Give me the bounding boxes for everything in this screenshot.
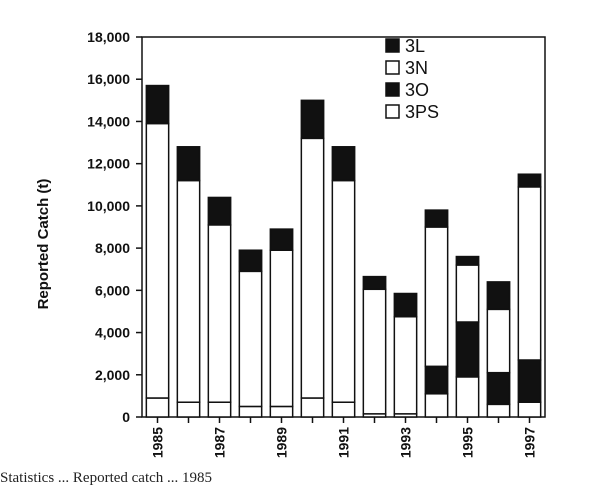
stacked-bar-chart: 0 2,000 4,000 6,000 8,000 10,000 12,000 14,000 1…	[35, 29, 546, 458]
bar-segment-3ps-1987	[207, 401, 232, 418]
y-tick-label: 10,000	[87, 198, 130, 214]
bar-segment-3n-1996	[486, 308, 511, 374]
legend-label-3o: 3O	[405, 80, 429, 100]
bar-segment-3o-1996	[486, 371, 511, 406]
bar-segment-3l-1988	[238, 249, 263, 273]
x-axis: 1985 1987 1989 1991 1993 1995 1997	[150, 417, 538, 458]
bar-segment-3ps-1985	[145, 397, 170, 418]
bar-segment-3n-1988	[238, 270, 263, 408]
y-tick-label: 8,000	[95, 240, 130, 256]
x-tick-label: 1987	[212, 427, 228, 458]
bar-segment-3o-1997	[517, 359, 542, 403]
bar-segment-3ps-1988	[238, 405, 263, 418]
y-tick-label: 4,000	[95, 325, 130, 341]
bar-segment-3o-1995	[455, 321, 480, 378]
bar-segment-3ps-1991	[331, 401, 356, 418]
legend-swatch-3n	[385, 60, 400, 75]
bar-segment-3n-1986	[176, 179, 201, 403]
legend-swatch-3l	[385, 38, 400, 53]
bar-segment-3ps-1986	[176, 401, 201, 418]
bar-segment-3n-1989	[269, 249, 294, 408]
y-tick-label: 18,000	[87, 29, 130, 45]
bar-segment-3ps-1989	[269, 405, 294, 418]
bar-segment-3l-1987	[207, 196, 232, 226]
legend-label-3n: 3N	[405, 58, 428, 78]
bar-segment-3l-1990	[300, 99, 325, 140]
bar-segment-3l-1997	[517, 173, 542, 188]
bars-group	[145, 84, 542, 418]
y-tick-label: 6,000	[95, 282, 130, 298]
bar-segment-3n-1992	[362, 288, 387, 415]
bar-segment-3n-1985	[145, 122, 170, 399]
bar-segment-3n-1993	[393, 315, 418, 415]
y-tick-label: 16,000	[87, 71, 130, 87]
x-tick-label: 1995	[460, 427, 476, 458]
bar-segment-3l-1989	[269, 228, 294, 251]
legend-label-3l: 3L	[405, 36, 425, 56]
y-tick-label: 2,000	[95, 367, 130, 383]
y-tick-label: 14,000	[87, 113, 130, 129]
bar-segment-3ps-1996	[486, 403, 511, 418]
bar-segment-3l-1995	[455, 255, 480, 266]
bar-segment-3n-1997	[517, 186, 542, 361]
bar-segment-3ps-1995	[455, 376, 480, 418]
bar-segment-3ps-1994	[424, 393, 449, 418]
bar-segment-3n-1995	[455, 264, 480, 323]
x-tick-label: 1985	[150, 427, 166, 458]
legend-swatch-3ps	[385, 104, 400, 119]
bar-segment-3l-1991	[331, 146, 356, 182]
bar-segment-3l-1986	[176, 146, 201, 182]
legend-label-3ps: 3PS	[405, 102, 439, 122]
x-tick-label: 1993	[398, 427, 414, 458]
bar-segment-3ps-1990	[300, 397, 325, 418]
x-tick-label: 1997	[522, 427, 538, 458]
y-axis-title: Reported Catch (t)	[35, 179, 52, 310]
bar-segment-3l-1996	[486, 281, 511, 311]
bar-segment-3n-1987	[207, 224, 232, 403]
bar-segment-3n-1990	[300, 137, 325, 399]
x-tick-label: 1991	[336, 427, 352, 458]
bar-segment-3ps-1997	[517, 401, 542, 418]
legend-swatch-3o	[385, 82, 400, 97]
bar-segment-3l-1992	[362, 275, 387, 291]
y-tick-label: 12,000	[87, 156, 130, 172]
bar-segment-3l-1993	[393, 292, 418, 318]
bar-segment-3n-1994	[424, 226, 449, 368]
bar-segment-3o-1994	[424, 365, 449, 395]
x-tick-label: 1989	[274, 427, 290, 458]
y-axis: 0 2,000 4,000 6,000 8,000 10,000 12,000 14,000 1…	[87, 29, 142, 425]
y-tick-label: 0	[122, 409, 130, 425]
bar-segment-3n-1991	[331, 179, 356, 403]
bar-segment-3l-1994	[424, 209, 449, 228]
bar-segment-3l-1985	[145, 84, 170, 125]
figure-caption: Statistics ... Reported catch ... 1985	[0, 470, 213, 486]
